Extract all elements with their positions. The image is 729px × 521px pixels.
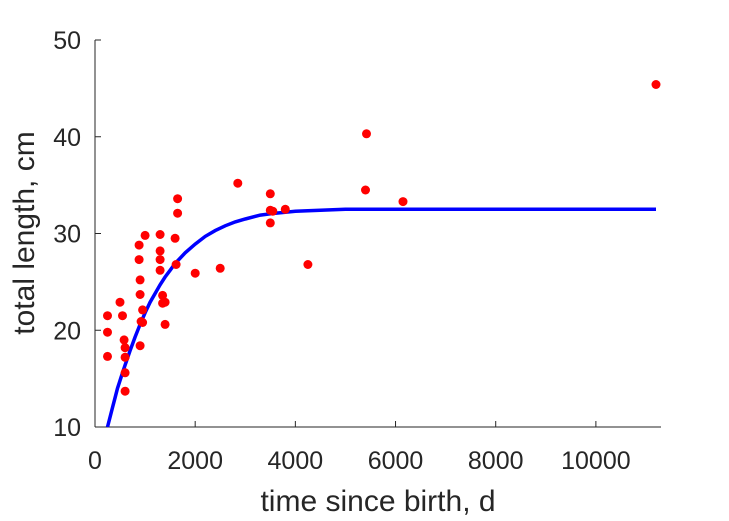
data-point [155,255,165,265]
data-point [651,80,661,89]
data-point [134,240,144,250]
data-point [160,319,170,329]
axes [94,40,661,428]
y-axis-label: total length, cm [8,131,41,334]
data-point [120,368,130,378]
data-point [190,268,200,278]
data-point [140,230,150,240]
data-point [160,297,170,307]
data-point [119,335,129,345]
data-point [155,230,165,239]
data-point [233,178,243,188]
data-point [138,305,148,315]
data-point [120,386,130,396]
data-point [171,260,181,269]
y-ticks: 10 20 30 40 50 [53,27,101,442]
x-tick-label: 0 [88,447,102,475]
data-point [103,327,112,337]
x-tick-label: 8000 [468,447,524,475]
data-point [118,311,127,321]
data-point [215,263,225,273]
y-tick-label: 30 [53,221,81,249]
data-point [120,352,130,362]
data-point [362,129,371,139]
data-point [268,206,278,216]
data-point [155,265,165,275]
data-point [115,297,125,307]
data-point [138,318,148,327]
y-tick-label: 40 [53,124,81,152]
data-point [135,290,145,299]
y-tick-label: 10 [53,414,81,442]
data-point [135,341,145,351]
data-point [303,260,313,269]
data-point [265,189,275,199]
y-tick-label: 50 [53,27,81,55]
data-point [361,185,370,195]
data-point [398,197,408,207]
x-ticks: 0 2000 4000 6000 8000 10000 [88,421,631,475]
x-tick-label: 4000 [268,447,324,475]
data-point [170,233,180,243]
y-tick-label: 20 [53,317,81,345]
x-tick-label: 2000 [167,447,223,475]
fit-curve [105,207,656,428]
data-point [173,194,183,204]
data-point [135,275,145,285]
data-point [280,204,290,214]
data-point [120,343,130,353]
fit-curve-group [105,207,656,428]
data-point [103,311,112,321]
x-axis-label: time since birth, d [260,485,495,518]
data-point [155,246,165,256]
data-point [173,208,183,218]
data-point [265,218,275,228]
x-tick-label: 6000 [368,447,424,475]
data-point [103,351,112,361]
x-tick-label: 10000 [561,447,631,475]
data-points [103,80,661,396]
data-point [134,255,144,265]
data-point [158,290,168,300]
